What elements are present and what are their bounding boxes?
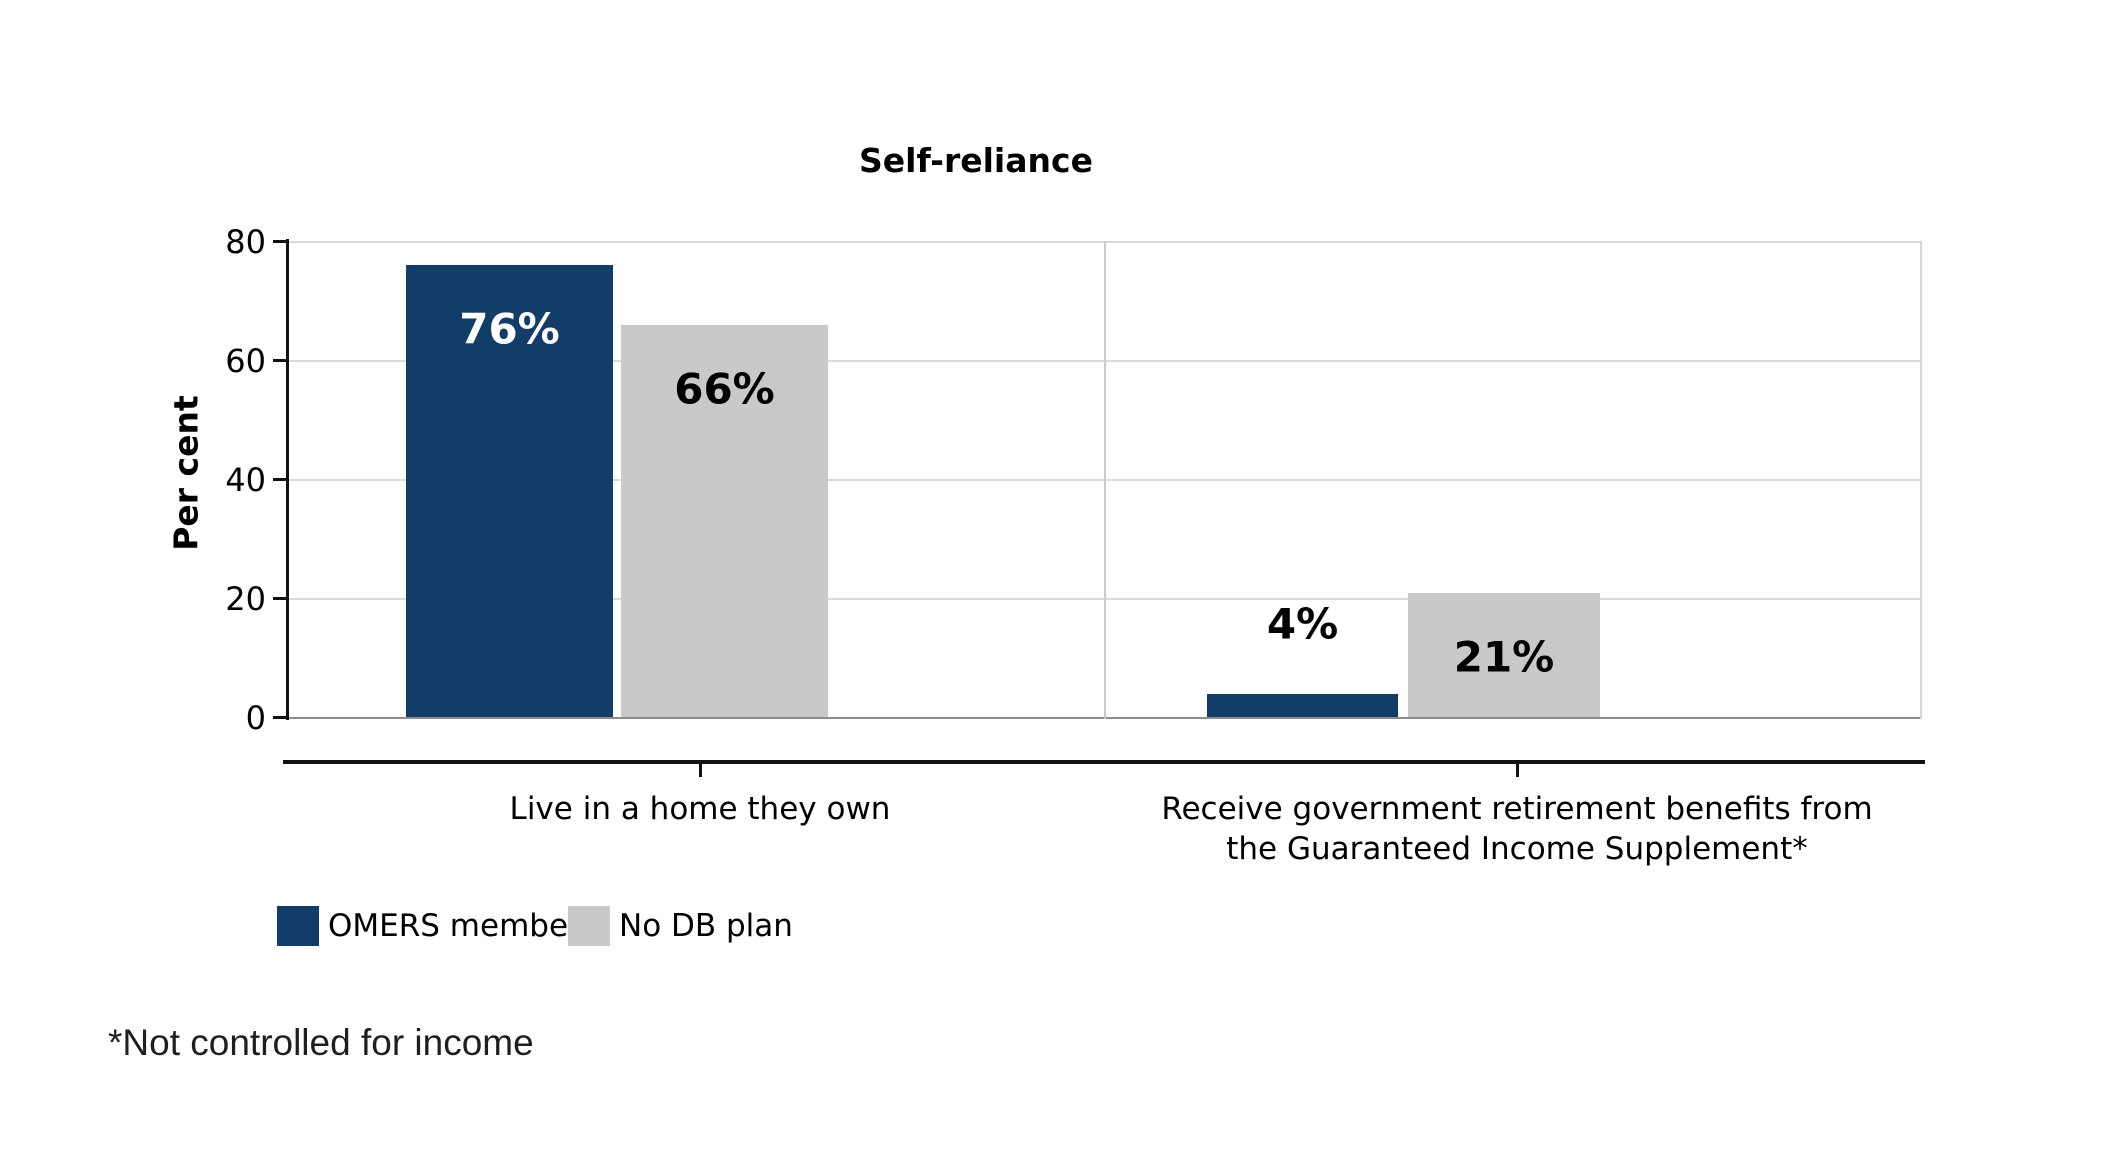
bar-value-label: 66% <box>674 364 775 414</box>
bar-value-label: 4% <box>1266 599 1339 649</box>
y-axis-tick <box>273 240 288 243</box>
y-tick-label: 20 <box>225 579 266 618</box>
bar-no-db-plan <box>621 324 828 718</box>
y-tick-label: 40 <box>225 460 266 499</box>
category-label: Receive government retirement benefits f… <box>1161 791 1873 867</box>
footnote: *Not controlled for income <box>108 1022 534 1063</box>
bar-omers-members <box>1207 693 1398 718</box>
y-axis-tick <box>273 716 288 719</box>
y-axis-line <box>286 239 289 720</box>
legend-item-omers-members: OMERS members <box>277 906 597 946</box>
y-tick-label: 80 <box>225 222 266 261</box>
legend-swatch-omers-members <box>277 906 319 946</box>
chart-title: Self-reliance <box>859 141 1093 180</box>
legend-swatch-no-db-plan <box>568 906 610 946</box>
legend-label: OMERS members <box>328 908 597 944</box>
bar-no-db-plan <box>1408 592 1600 718</box>
y-axis-tick <box>273 359 288 362</box>
y-axis-tick <box>273 478 288 481</box>
plot-right-border <box>1920 241 1922 719</box>
legend-label: No DB plan <box>619 908 793 944</box>
category-divider-line <box>1104 241 1106 719</box>
x-axis-tick <box>698 764 702 777</box>
bar-value-label: 76% <box>459 304 560 354</box>
legend-item-no-db-plan: No DB plan <box>568 906 793 946</box>
bar-omers-members <box>406 265 613 718</box>
y-axis-tick <box>273 597 288 600</box>
y-tick-label: 0 <box>245 698 266 737</box>
x-axis-tick <box>1515 764 1519 777</box>
x-axis-line <box>283 760 1925 764</box>
category-label: Live in a home they own <box>509 791 891 827</box>
y-tick-label: 60 <box>225 341 266 380</box>
bar-value-label: 21% <box>1453 632 1555 682</box>
